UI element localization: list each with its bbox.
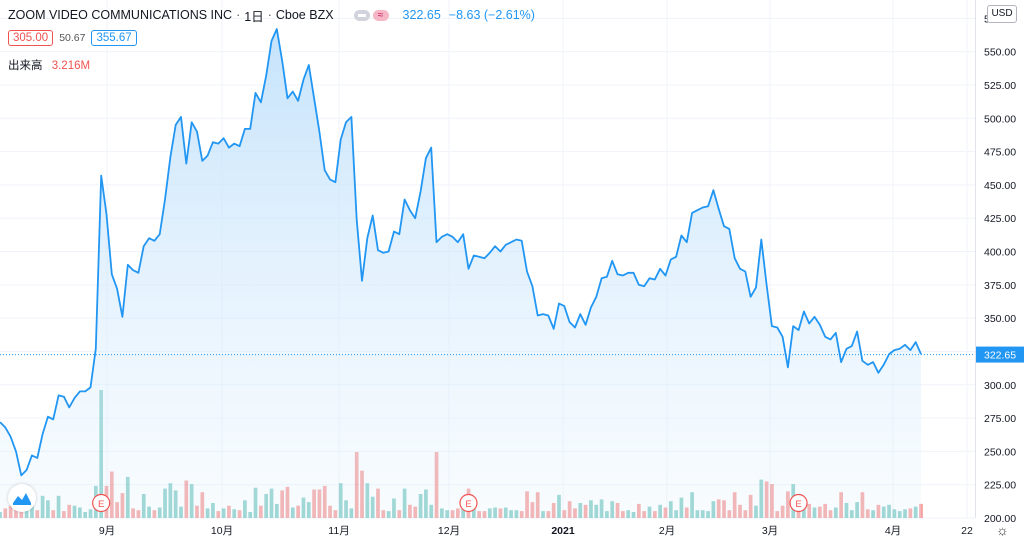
time-tick-label: 11月 [328, 525, 349, 537]
last-price-tag: 322.65 [976, 346, 1024, 363]
price-tick-label: 200.00 [984, 513, 1016, 525]
price-tick-label: 525.00 [984, 80, 1016, 92]
tradingview-logo-icon[interactable] [8, 484, 36, 512]
time-tick-label: 22 [961, 525, 973, 537]
price-tick-label: 225.00 [984, 480, 1016, 492]
low-price-box: 305.00 [8, 30, 54, 46]
price-tick-label: 400.00 [984, 247, 1016, 259]
exchange-label: Cboe BZX [275, 8, 334, 22]
earnings-marker [92, 493, 111, 513]
time-tick-label: 2月 [659, 525, 675, 537]
time-tick-label: 12月 [438, 525, 460, 537]
price-tick-label: 425.00 [984, 213, 1016, 225]
chart-header: ZOOM VIDEO COMMUNICATIONS INC · 1日 · Cbo… [8, 6, 535, 24]
interval-label[interactable]: 1日 [244, 9, 264, 24]
approx-icon[interactable]: ≈ [372, 9, 389, 21]
price-tick-label: 550.00 [984, 47, 1016, 59]
settings-gear-icon[interactable]: ☼ [996, 522, 1009, 538]
price-tag-bg [976, 346, 1024, 363]
price-tag-label: 322.65 [984, 350, 1016, 362]
visibility-toggle-icon[interactable] [353, 9, 370, 21]
currency-badge[interactable]: USD [987, 5, 1017, 23]
time-tick-label: 9月 [99, 525, 115, 537]
volume-legend: 出来高 3.216M [8, 57, 90, 73]
earnings-label: E [795, 499, 801, 510]
price-tick-label: 475.00 [984, 147, 1016, 159]
price-area [0, 29, 921, 518]
ohlc-row: 305.00 50.67 355.67 [8, 30, 137, 46]
price-tick-label: 375.00 [984, 280, 1016, 292]
symbol-title[interactable]: ZOOM VIDEO COMMUNICATIONS INC [8, 8, 233, 22]
earnings-label: E [98, 499, 104, 510]
high-price-box: 355.67 [91, 30, 137, 46]
price-tick-label: 300.00 [984, 380, 1016, 392]
price-change: −8.63 (−2.61%) [448, 8, 535, 22]
earnings-marker [459, 493, 478, 513]
time-axis: 9月 10月 11月 12月 2021 2月 3月 4月 22 [99, 525, 973, 537]
time-tick-label: 4月 [885, 525, 901, 537]
price-tick-label: 350.00 [984, 313, 1016, 325]
time-tick-label: 3月 [762, 525, 778, 537]
time-tick-label: 2021 [551, 525, 575, 537]
time-tick-label: 10月 [211, 525, 233, 537]
separator: · [267, 8, 272, 22]
spread-value: 50.67 [59, 32, 86, 44]
price-tick-label: 500.00 [984, 113, 1016, 125]
volume-label[interactable]: 出来高 [8, 60, 43, 72]
price-tick-label: 250.00 [984, 446, 1016, 458]
price-axis: 575.00550.00525.00500.00475.00450.00425.… [984, 13, 1016, 525]
last-price: 322.65 [402, 8, 441, 22]
price-tick-label: 450.00 [984, 180, 1016, 192]
volume-value: 3.216M [51, 60, 91, 72]
separator: · [236, 8, 241, 22]
earnings-label: E [465, 499, 471, 510]
price-tick-label: 275.00 [984, 413, 1016, 425]
earnings-marker [789, 493, 808, 513]
price-line [0, 28, 922, 477]
